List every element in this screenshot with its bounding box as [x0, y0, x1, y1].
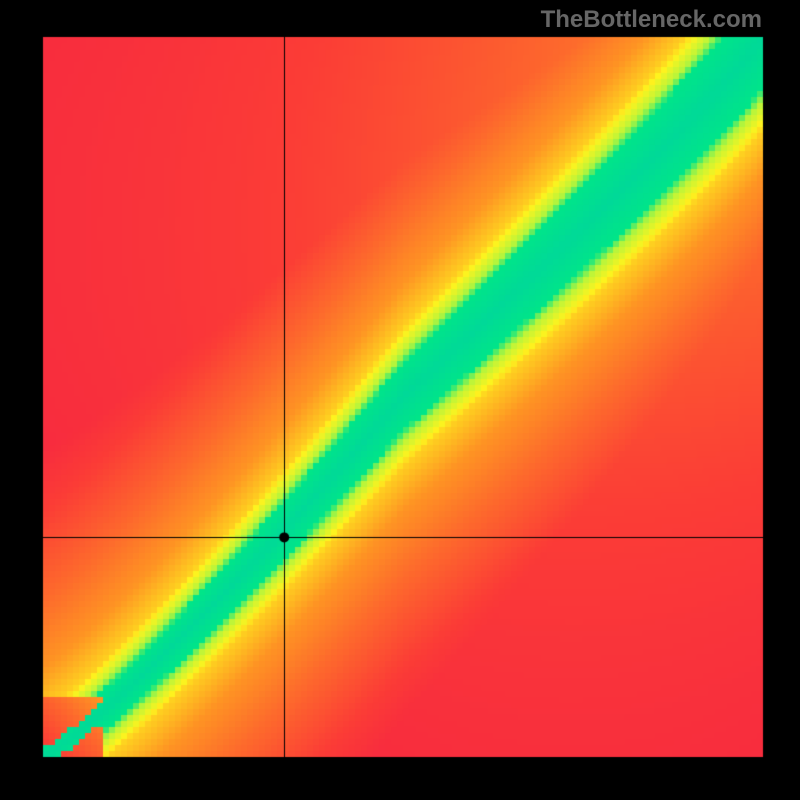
bottleneck-heatmap [0, 0, 800, 800]
watermark-text: TheBottleneck.com [541, 6, 762, 34]
